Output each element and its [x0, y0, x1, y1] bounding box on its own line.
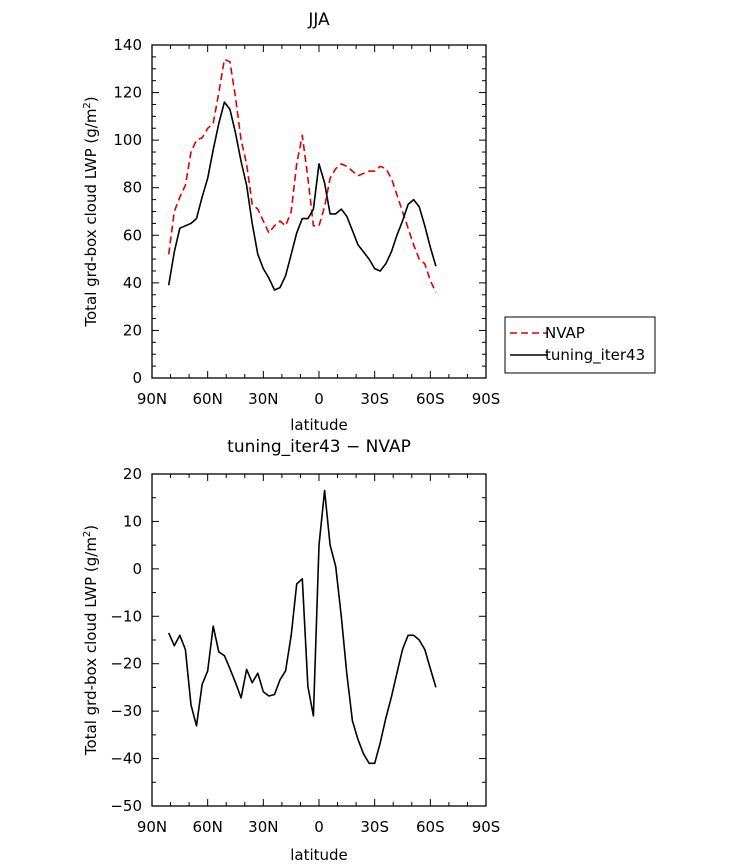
x-tick-label: 30N	[248, 390, 278, 408]
y-axis-label: Total grd-box cloud LWP (g/m2)	[82, 96, 100, 327]
y-tick-label: −30	[110, 702, 142, 720]
y-tick-label: 0	[132, 369, 142, 387]
legend: NVAP tuning_iter43	[504, 316, 656, 374]
x-tick-label: 30S	[360, 390, 389, 408]
y-axis-label-close: )	[82, 525, 100, 531]
y-tick-label: −10	[110, 607, 142, 625]
x-tick-label: 90N	[137, 390, 167, 408]
chart-title: tuning_iter43 − NVAP	[227, 437, 411, 457]
x-axis-label: latitude	[290, 416, 348, 434]
x-axis-label: latitude	[290, 846, 348, 864]
x-tick-label: 60S	[416, 818, 445, 836]
y-axis-label-main: Total grd-box cloud LWP (g/m	[82, 537, 100, 756]
y-tick-label: 0	[132, 560, 142, 578]
y-tick-label: 100	[113, 131, 142, 149]
x-tick-label: 60N	[193, 390, 223, 408]
chart-top: 90N 60N 30N 0 30S 60S 90S 0 20 40 60 80 100 120 140 JJA…	[82, 10, 500, 434]
legend-label: tuning_iter43	[545, 346, 645, 365]
x-tick-label: 0	[314, 390, 324, 408]
x-tick-label: 60S	[416, 390, 445, 408]
y-axis-label: Total grd-box cloud LWP (g/m2)	[82, 525, 100, 756]
legend-box	[504, 316, 656, 374]
y-axis-label-sup: 2	[82, 531, 93, 537]
y-tick-label: 20	[123, 321, 142, 339]
y-tick-label: 80	[123, 179, 142, 197]
chart-title: JJA	[307, 10, 330, 30]
y-axis-label-close: )	[82, 96, 100, 102]
y-tick-label: −50	[110, 797, 142, 815]
plot-frame	[151, 44, 487, 379]
y-tick-label: 60	[123, 226, 142, 244]
y-tick-label: 120	[113, 84, 142, 102]
plot-frame	[151, 473, 487, 807]
y-tick-label: 40	[123, 274, 142, 292]
x-tick-label: 30S	[360, 818, 389, 836]
nvap-line	[167, 58, 437, 293]
x-tick-label: 30N	[248, 818, 278, 836]
y-tick-label: −40	[110, 750, 142, 768]
x-tick-label: 0	[314, 818, 324, 836]
y-axis-label-sup: 2	[82, 102, 93, 108]
x-tick-label: 90N	[137, 818, 167, 836]
x-tick-label: 90S	[472, 390, 501, 408]
tuning-iter43-line	[167, 101, 437, 291]
y-tick-label: 10	[123, 512, 142, 530]
y-tick-label: 20	[123, 465, 142, 483]
chart-bottom: 90N 60N 30N 0 30S 60S 90S −50 −40 −30 −20 −10 0 10 20 t…	[82, 437, 500, 864]
legend-label: NVAP	[545, 324, 585, 342]
y-tick-label: −20	[110, 655, 142, 673]
x-tick-label: 60N	[193, 818, 223, 836]
x-tick-label: 90S	[472, 818, 501, 836]
difference-line	[167, 489, 437, 765]
y-axis-label-main: Total grd-box cloud LWP (g/m	[82, 109, 100, 328]
y-tick-label: 140	[113, 36, 142, 54]
